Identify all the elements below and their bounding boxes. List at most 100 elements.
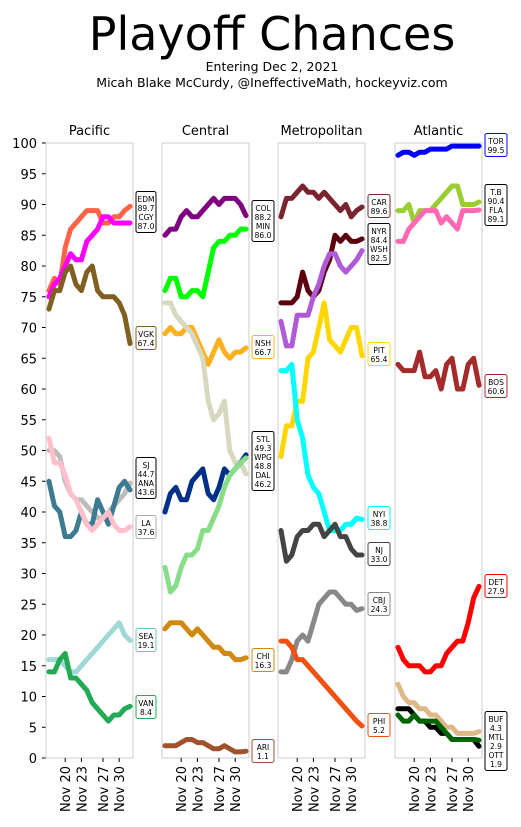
end-label-text: DET [488,578,504,587]
end-label-text: 66.7 [255,348,272,357]
y-tick-label: 70 [20,322,37,337]
series-line-cgy [46,214,133,300]
end-label-text: 60.6 [488,387,505,396]
series-line-tor [395,143,482,158]
series-line-col [162,195,249,238]
end-label-box [367,223,391,265]
end-label-box [135,191,157,233]
panel-title: Pacific [69,124,110,139]
end-label-text: 1.9 [490,760,502,769]
end-label-box [135,326,157,350]
end-label-text: 5.2 [373,726,385,735]
end-label-box [367,713,391,737]
series-line-van [46,651,133,724]
end-label-text: SEA [139,632,154,641]
end-label-text: NSH [255,339,271,348]
series-line-la [46,435,133,533]
y-tick-label: 15 [20,660,37,675]
end-label-text: VAN [138,699,153,708]
x-tick-label: Nov 23 [424,766,439,812]
y-tick-label: 5 [29,721,37,736]
end-label-text: 44.7 [138,470,155,479]
series-line-sj [46,448,133,521]
end-label-text: CHI [256,652,269,661]
x-tick-label: Nov 23 [75,766,90,812]
series-line-det [395,583,482,675]
end-label-text: 49.3 [255,444,272,453]
end-label-text: 1.1 [257,752,269,761]
series-line-nj [278,521,365,564]
end-label-box [484,574,508,598]
end-label-text: 24.3 [371,605,388,614]
panel-frame [161,142,250,759]
y-tick-label: 20 [20,629,37,644]
series-line-mtl [395,681,482,736]
y-axis: 0 5 10 15 20 25 30 35 40 45 50 55 60 65 70 75 80 85 90 95 10… [12,137,46,767]
end-label-text: WPG [254,453,272,462]
series-line-min [162,226,249,300]
end-label-text: CGY [138,213,154,222]
y-tick-label: 45 [20,475,37,490]
series-line-car [278,183,365,220]
end-label-text: MIN [256,222,270,231]
series-line-nyi [278,361,365,533]
panel-title: Metropolitan [280,124,362,139]
y-tick-label: 0 [29,752,37,767]
series-line-fla [395,207,482,244]
end-label-text: 43.6 [138,488,155,497]
end-label-text: 86.0 [255,231,272,240]
y-tick-label: 60 [20,383,37,398]
end-label-box [484,374,508,398]
end-label-text: T.B [489,188,501,197]
chart-subtitle-line-1: Entering Dec 2, 2021 [206,59,339,74]
end-label-box [367,342,391,366]
panel-frame [45,142,134,759]
end-label-box [135,457,157,499]
y-tick-label: 35 [20,537,37,552]
end-label-box [251,739,275,763]
end-label-box [367,542,391,566]
chart-title: Playoff Chances [89,7,456,61]
end-label-box [251,335,275,359]
end-label-text: 87.0 [138,222,155,231]
end-label-box [367,506,391,530]
end-label-text: DAL [256,471,272,480]
end-label-text: 37.6 [138,528,155,537]
end-label-text: CBJ [373,596,386,605]
end-label-box [135,628,157,652]
x-tick-label: Nov 27 [213,766,228,812]
end-label-text: FLA [489,206,504,215]
series-line-cbj [278,589,365,675]
end-label-text: WSH [370,245,388,254]
end-label-text: NJ [375,546,383,555]
y-tick-label: 55 [20,414,37,429]
end-label-text: NYR [371,227,386,236]
y-tick-label: 65 [20,352,37,367]
y-tick-label: 75 [20,291,37,306]
x-tick-label: Nov 30 [113,766,128,812]
end-label-text: 19.1 [138,641,155,650]
end-label-box [484,133,508,157]
end-label-box [484,184,508,226]
panel-pacific: Pacific Nov 20 Nov 23 Nov 27 Nov 30 EDM89.7CG… [45,124,157,812]
end-label-text: 89.7 [138,204,155,213]
x-tick-label: Nov 30 [229,766,244,812]
end-label-text: 48.8 [255,462,272,471]
